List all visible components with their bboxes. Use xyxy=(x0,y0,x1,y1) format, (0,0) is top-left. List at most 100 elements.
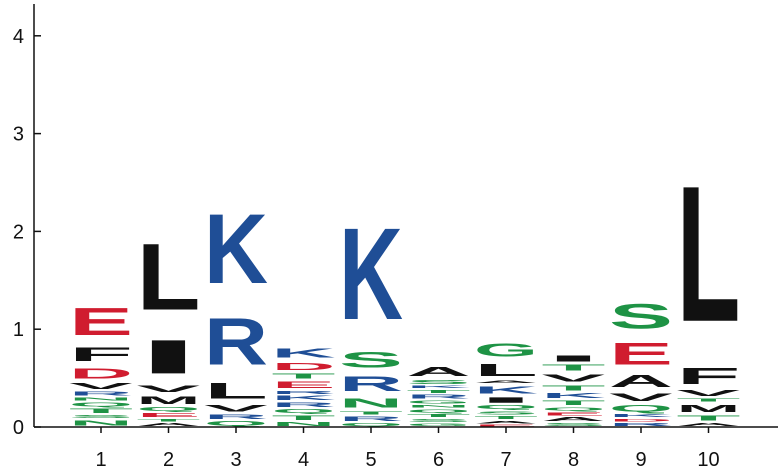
logo-letter: R xyxy=(272,402,336,409)
logo-letter: F xyxy=(69,344,133,365)
logo-letter: R xyxy=(204,304,268,379)
logo-letter: M xyxy=(677,402,741,414)
logo-letter: S xyxy=(339,348,403,372)
logo-letter: Q xyxy=(542,406,606,411)
logo-letter: D xyxy=(272,361,336,373)
axes: 0 1 2 3 4 1 2 3 4 5 6 7 8 9 10 xyxy=(13,4,778,471)
logo-letter: E xyxy=(272,380,336,390)
logo-letter: L xyxy=(204,379,268,403)
logo-letter: A xyxy=(542,416,606,422)
logo-letter: M xyxy=(137,394,201,407)
logo-letter: T xyxy=(272,372,336,380)
logo-letter: S xyxy=(407,379,471,385)
logo-letter: K xyxy=(474,384,538,396)
logo-letter: E xyxy=(474,424,538,427)
logo-letter: I xyxy=(137,330,201,384)
logo-letter: A xyxy=(609,371,673,391)
logo-letter: K xyxy=(407,385,471,389)
logo-letter: T xyxy=(407,389,471,394)
x-tick-label: 9 xyxy=(635,449,646,471)
logo-letter: V xyxy=(137,384,201,394)
logo-letter: E xyxy=(609,336,673,371)
logo-letter: K xyxy=(609,413,673,418)
logo-letter: I xyxy=(474,396,538,405)
logo-letter: T xyxy=(69,407,133,414)
logo-letter: Q xyxy=(137,407,201,413)
x-tick-label: 7 xyxy=(500,449,511,471)
logo-letter: D xyxy=(69,365,133,382)
x-tick-label: 3 xyxy=(230,449,241,471)
logo-letter: F xyxy=(677,363,741,388)
logo-letter: R xyxy=(272,390,336,395)
logo-letter: T xyxy=(542,384,606,392)
logo-letter: K xyxy=(339,201,403,347)
logo-letter: T xyxy=(542,363,606,372)
logo-letter: S xyxy=(69,414,133,419)
logo-letter: V xyxy=(609,391,673,404)
x-tick-label: 8 xyxy=(568,449,579,471)
logo-letter: K xyxy=(272,346,336,360)
logo-letter: Q xyxy=(407,408,471,413)
logo-letter: Q xyxy=(272,408,336,414)
y-tick-label: 3 xyxy=(13,124,24,146)
logo-letter: Q xyxy=(474,405,538,411)
logo-letter: V xyxy=(69,382,133,391)
y-tick-label: 0 xyxy=(13,417,24,439)
y-tick-label: 4 xyxy=(13,26,24,48)
logo-letter: G xyxy=(407,423,471,427)
logo-letter: R xyxy=(407,394,471,400)
logo-letter: A xyxy=(474,420,538,424)
logo-letter: S xyxy=(474,410,538,415)
logo-letter: S xyxy=(609,297,673,336)
logo-letter: D xyxy=(609,418,673,422)
y-tick-label: 2 xyxy=(13,221,24,243)
logo-letter: L xyxy=(677,147,741,363)
logo-letter: L xyxy=(137,225,201,330)
logo-letter: E xyxy=(137,412,201,418)
logo-letter: V xyxy=(677,389,741,398)
logo-letter: K xyxy=(204,193,268,304)
x-tick-label: 2 xyxy=(163,449,174,471)
logo-letter: V xyxy=(204,404,268,414)
logo-letter: Q xyxy=(69,402,133,408)
logo-letter: T xyxy=(677,414,741,422)
x-tick-label: 10 xyxy=(697,449,719,471)
logo-letter: E xyxy=(542,411,606,416)
x-tick-label: 1 xyxy=(95,449,106,471)
x-tick-label: 6 xyxy=(433,449,444,471)
logo-letter: T xyxy=(137,418,201,422)
logo-letter: A xyxy=(407,365,471,379)
logo-letter: I xyxy=(542,354,606,364)
logo-letter: S xyxy=(542,422,606,427)
logo-letter: R xyxy=(204,413,268,420)
logo-letter: Q xyxy=(609,404,673,414)
logo-letter: V xyxy=(542,372,606,384)
logo-letter: T xyxy=(474,415,538,420)
logo-letter: T xyxy=(677,398,741,403)
logo-letter: R xyxy=(339,372,403,395)
logo-letter: K xyxy=(272,395,336,402)
logo-letter: Q xyxy=(339,422,403,427)
logo-letter: S xyxy=(407,418,471,423)
logo-letter: T xyxy=(542,400,606,407)
logo-letter: N xyxy=(407,405,471,409)
logo-letter: E xyxy=(69,300,133,344)
logo-letter: G xyxy=(407,400,471,405)
logo-letter: L xyxy=(474,360,538,380)
logo-letter: R xyxy=(69,391,133,397)
logo-letter: R xyxy=(339,415,403,422)
logo-letter: T xyxy=(272,414,336,421)
logo-letter: T xyxy=(407,413,471,418)
logo-letter: K xyxy=(542,392,606,400)
logo-letter: T xyxy=(339,410,403,415)
logo-letter: N xyxy=(339,396,403,410)
logo-letter: R xyxy=(609,422,673,427)
